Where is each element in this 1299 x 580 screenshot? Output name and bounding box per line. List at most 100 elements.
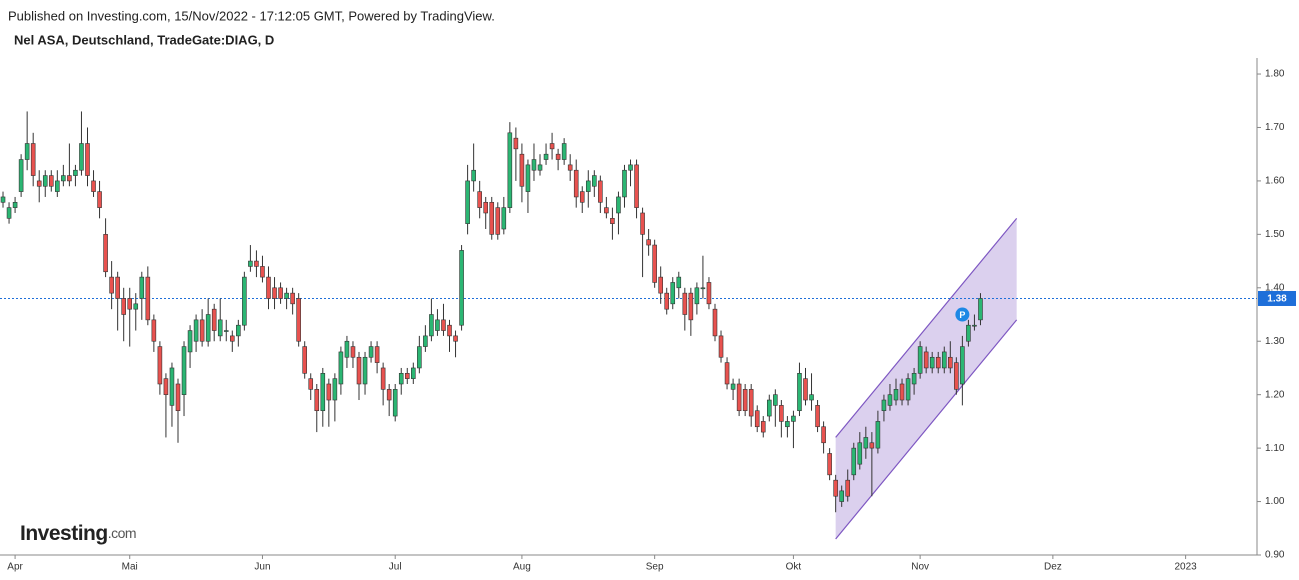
x-tick-label: Jul [389,562,402,573]
candle-body [266,276,271,299]
candle-body [833,479,838,497]
candle-body [115,276,120,299]
candle-body [272,287,277,299]
candle-body [236,324,241,337]
candle-body [308,378,314,390]
candle-body [893,389,899,401]
candle-body [483,201,489,214]
candle-body [6,207,12,219]
candle-body [0,196,6,203]
y-tick-label: 1.60 [1265,176,1285,187]
candle-body [211,308,217,331]
candle-body [248,260,253,267]
last-price-badge [1258,290,1296,306]
candle-body [386,389,392,401]
x-tick-label: Dez [1044,562,1062,573]
candle-body [917,346,923,374]
candle-body [616,196,621,214]
candle-body [519,153,525,187]
candle-body [712,308,718,337]
logo: Investing.com [20,522,136,545]
candle-body [598,180,603,203]
candle-body [392,389,398,417]
candle-body [640,212,645,235]
candle-body [344,340,350,358]
candle-body [79,143,84,171]
candle-body [628,164,633,171]
candle-body [622,169,627,198]
candle-body [447,324,452,337]
candle-body [935,356,941,369]
candle-body [230,335,235,342]
candle-body [815,405,820,428]
candle-body [175,383,181,412]
candle-body [199,319,205,342]
candle-body [36,180,42,187]
candle-body [296,298,301,342]
candle-body [857,442,863,465]
candle-body [30,143,36,176]
candle-body [193,319,199,342]
candle-body [543,153,549,160]
candle-body [742,389,748,412]
candle-body [978,298,983,321]
candle-body [887,394,893,406]
candle-body [411,367,416,379]
candle-body [875,421,881,449]
candle-body [700,287,706,290]
candle-body [501,207,507,230]
candle-body [465,180,470,224]
candle-body [513,137,519,150]
candle-body [12,201,18,208]
candle-body [555,153,561,160]
candle-body [748,389,754,417]
candle-body [356,356,362,385]
y-tick-label: 1.70 [1265,122,1285,133]
candle-body [525,164,531,192]
candle-body [127,298,133,310]
candle-body [585,180,591,192]
candle-body [809,394,814,401]
candle-body [91,180,96,192]
x-tick-label: Jun [254,562,270,573]
candle-body [718,335,724,358]
candle-body [495,207,501,235]
candle-body [121,298,126,315]
candle-body [145,276,151,321]
candle-body [24,143,30,160]
candle-body [441,319,446,331]
candle-body [960,346,965,385]
candle-body [139,276,145,299]
y-tick-label: 1.10 [1265,443,1285,454]
candle-body [791,415,796,422]
candle-body [435,319,440,331]
candle-body [766,399,772,417]
candle-body [42,175,48,187]
candle-body [676,276,682,289]
candle-body [151,319,157,342]
candle-body [923,351,929,369]
candle-body [911,373,917,385]
x-tick-label: Mai [122,562,138,573]
logo-suffix: .com [108,525,136,541]
candle-body [948,356,953,369]
candle-body [941,351,947,369]
candle-body [754,410,760,428]
candle-body [821,426,826,444]
candle-body [489,201,495,235]
candle-body [779,405,784,422]
candle-body [302,346,307,374]
candle-body [966,324,971,342]
candle-body [652,244,657,283]
candle-body [350,346,356,358]
logo-name: Investing [20,522,108,545]
y-tick-label: 1.00 [1265,496,1285,507]
candle-body [97,191,102,208]
candle-body [797,373,802,412]
candle-body [217,319,223,337]
x-tick-label: 2023 [1174,562,1197,573]
candle-body [163,378,169,395]
candle-body [429,314,434,337]
candle-body [477,191,482,208]
